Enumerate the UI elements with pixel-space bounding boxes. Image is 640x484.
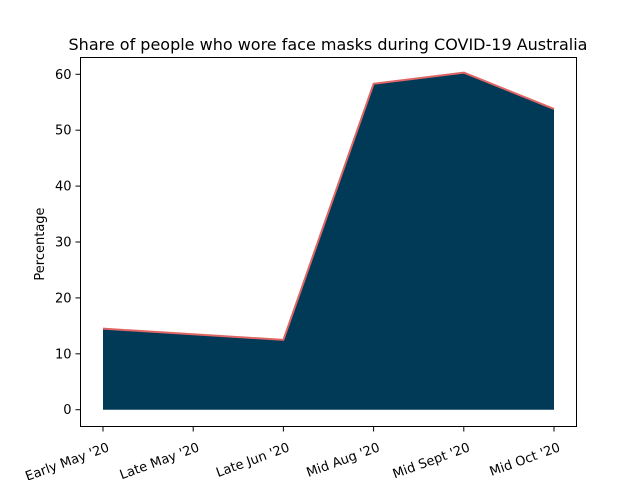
x-tick-label: Mid Aug '20 xyxy=(305,440,382,480)
area-series-fill-0 xyxy=(103,72,554,410)
x-tick-label: Mid Oct '20 xyxy=(488,440,563,479)
y-tick-label: 50 xyxy=(55,124,72,139)
y-tick-label: 20 xyxy=(55,291,72,306)
y-tick-label: 60 xyxy=(55,68,72,83)
x-tick-label: Late Jun '20 xyxy=(214,440,291,480)
y-tick-label: 40 xyxy=(55,180,72,195)
plot-frame xyxy=(80,57,577,427)
area-series-line-0 xyxy=(102,71,555,341)
y-tick-label: 0 xyxy=(63,403,71,418)
x-tick-label: Mid Sept '20 xyxy=(391,440,472,480)
y-axis-label: Percentage xyxy=(33,207,48,280)
x-axis: Early May '20 Late May '20 Late Jun '20 Mid… xyxy=(23,426,563,484)
y-axis: 0 10 20 30 40 50 60 xyxy=(55,68,81,418)
y-tick-label: 30 xyxy=(55,236,72,251)
chart-title: Share of people who wore face masks duri… xyxy=(69,35,588,54)
plot-area xyxy=(102,71,555,410)
x-tick-label: Late May '20 xyxy=(118,440,202,480)
y-tick-label: 10 xyxy=(55,347,72,362)
x-tick-label: Early May '20 xyxy=(23,440,111,480)
